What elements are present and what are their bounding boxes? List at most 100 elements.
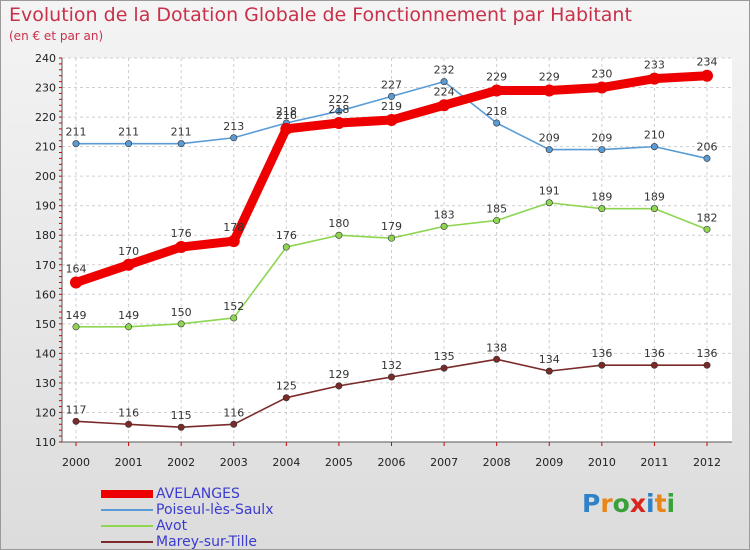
- data-point: [177, 320, 185, 328]
- data-label: 209: [539, 132, 560, 145]
- data-label: 213: [223, 120, 244, 133]
- data-point: [650, 205, 658, 213]
- x-tick-label: 2010: [588, 456, 616, 469]
- x-tick-label: 2001: [115, 456, 143, 469]
- data-label: 149: [66, 309, 87, 322]
- data-label: 129: [328, 368, 349, 381]
- data-point: [703, 225, 711, 233]
- chart-subtitle: (en € et par an): [9, 29, 104, 43]
- data-label: 149: [118, 309, 139, 322]
- data-label: 176: [276, 229, 297, 242]
- data-point: [282, 243, 290, 251]
- data-label: 209: [591, 132, 612, 145]
- series-layer: [70, 69, 713, 431]
- data-point: [177, 140, 185, 148]
- data-label: 183: [434, 208, 455, 221]
- y-tick-label: 190: [35, 200, 56, 213]
- data-label: 227: [381, 78, 402, 91]
- data-label: 229: [486, 70, 507, 83]
- data-point: [703, 361, 711, 369]
- logo-letter: P: [582, 489, 601, 518]
- y-tick-label: 200: [35, 170, 56, 183]
- x-tick-label: 2008: [483, 456, 511, 469]
- data-label: 211: [171, 126, 192, 139]
- legend-swatch: [101, 541, 153, 543]
- y-tick-label: 120: [35, 406, 56, 419]
- y-axis-ticks: 110 120 130 140 150 160 170 180 190 200 210 220 230 2…: [35, 52, 56, 449]
- data-point: [493, 216, 501, 224]
- data-point: [125, 323, 133, 331]
- x-tick-label: 2012: [693, 456, 721, 469]
- data-label: 136: [644, 347, 665, 360]
- data-point: [385, 114, 398, 127]
- data-label: 230: [591, 68, 612, 81]
- x-tick-label: 2002: [167, 456, 195, 469]
- data-point: [72, 323, 80, 331]
- data-point: [72, 417, 80, 425]
- data-point: [543, 84, 556, 97]
- data-point: [122, 258, 135, 271]
- data-label: 136: [697, 347, 718, 360]
- data-point: [650, 361, 658, 369]
- data-label: 117: [66, 403, 87, 416]
- logo-letter: t: [654, 489, 667, 518]
- data-label: 180: [328, 217, 349, 230]
- data-label: 164: [66, 262, 87, 275]
- data-label: 218: [328, 103, 349, 116]
- x-tick-label: 2011: [640, 456, 668, 469]
- data-point: [335, 382, 343, 390]
- x-tick-label: 2004: [272, 456, 300, 469]
- legend-label: Avot: [156, 518, 188, 534]
- data-label: 178: [223, 221, 244, 234]
- data-point: [230, 420, 238, 428]
- data-point: [490, 84, 503, 97]
- data-label: 135: [434, 350, 455, 363]
- data-point: [175, 241, 188, 254]
- data-point: [280, 122, 293, 135]
- data-point: [545, 367, 553, 375]
- x-tick-label: 2009: [535, 456, 563, 469]
- data-label: 134: [539, 353, 560, 366]
- data-point: [545, 146, 553, 154]
- y-tick-label: 170: [35, 259, 56, 272]
- data-point: [703, 154, 711, 162]
- logo-letter: x: [629, 489, 646, 518]
- logo-letter: r: [600, 489, 613, 518]
- data-label: 185: [486, 202, 507, 215]
- proxiti-logo: Proxiti: [582, 489, 675, 518]
- data-label: 229: [539, 70, 560, 83]
- logo-letter: o: [612, 489, 630, 518]
- data-point: [440, 222, 448, 230]
- data-point: [387, 92, 395, 100]
- data-label: 222: [328, 93, 349, 106]
- y-tick-label: 180: [35, 229, 56, 242]
- data-label: 218: [486, 105, 507, 118]
- data-point: [332, 116, 345, 129]
- data-point: [440, 364, 448, 372]
- data-label: 191: [539, 185, 560, 198]
- legend-label: AVELANGES: [156, 486, 240, 502]
- data-label: 224: [434, 85, 455, 98]
- y-tick-label: 210: [35, 141, 56, 154]
- data-label: 182: [697, 211, 718, 224]
- data-point: [125, 140, 133, 148]
- data-label: 218: [276, 105, 297, 118]
- axes: [59, 57, 732, 446]
- data-label: 115: [171, 409, 192, 422]
- data-point: [438, 99, 451, 112]
- data-point: [650, 143, 658, 151]
- data-point: [440, 78, 448, 86]
- data-label: 219: [381, 100, 402, 113]
- data-label: 179: [381, 220, 402, 233]
- data-label: 211: [118, 126, 139, 139]
- data-point: [125, 420, 133, 428]
- data-label: 210: [644, 129, 665, 142]
- data-point: [595, 81, 608, 94]
- data-label: 170: [118, 245, 139, 258]
- data-point: [598, 146, 606, 154]
- data-label: 138: [486, 341, 507, 354]
- legend-swatch: [101, 525, 153, 527]
- data-point: [282, 394, 290, 402]
